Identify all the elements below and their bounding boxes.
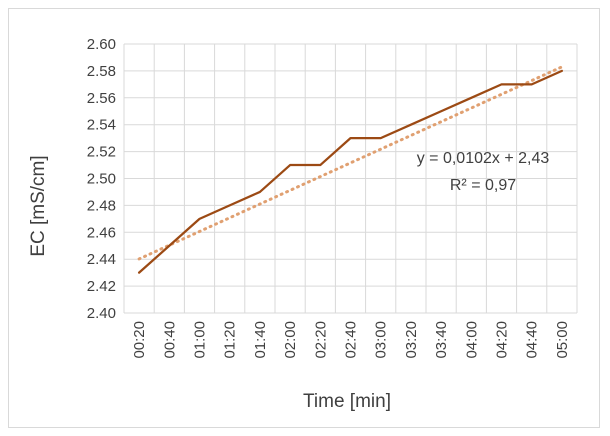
x-tick-label: 01:40 (252, 321, 269, 359)
y-tick-label: 2.56 (87, 90, 116, 107)
x-tick-label: 01:20 (222, 321, 239, 359)
x-tick-label: 02:00 (282, 321, 299, 359)
trendline (137, 65, 564, 261)
x-tick-label: 00:20 (131, 321, 148, 359)
x-tick-label: 01:00 (192, 321, 209, 359)
y-tick-label: 2.46 (87, 224, 116, 241)
y-tick-label: 2.54 (87, 117, 116, 134)
x-axis-title: Time [min] (303, 391, 391, 412)
y-tick-label: 2.48 (87, 197, 116, 214)
trendline-path (137, 65, 564, 261)
chart-frame: 2.40 2.42 2.44 2.46 2.48 2.50 2.52 2.54 2.56 2.58… (8, 8, 600, 428)
y-tick-label: 2.60 (87, 36, 116, 53)
gridlines (123, 43, 578, 314)
x-tick-label: 02:40 (343, 321, 360, 359)
x-tick-label: 03:20 (403, 321, 420, 359)
x-tick-label: 04:00 (463, 321, 480, 359)
x-tick-label: 03:00 (373, 321, 390, 359)
y-tick-label: 2.50 (87, 171, 116, 188)
x-tick-labels: 00:20 00:40 01:00 01:20 01:40 02:00 02:20 02:40… (131, 321, 571, 359)
trendline-r2: R² = 0,97 (450, 177, 516, 194)
line-chart: 2.40 2.42 2.44 2.46 2.48 2.50 2.52 2.54 2.56 2.58… (28, 36, 578, 412)
x-tick-label: 03:40 (433, 321, 450, 359)
series-lines (137, 69, 564, 274)
x-tick-label: 00:40 (161, 321, 178, 359)
y-tick-labels: 2.40 2.42 2.44 2.46 2.48 2.50 2.52 2.54 2.56 2.58… (87, 36, 116, 322)
x-tick-label: 02:20 (312, 321, 329, 359)
y-axis-title: EC [mS/cm] (28, 155, 49, 256)
y-tick-label: 2.52 (87, 144, 116, 161)
y-tick-label: 2.42 (87, 278, 116, 295)
y-tick-label: 2.58 (87, 63, 116, 80)
x-tick-label: 04:40 (524, 321, 541, 359)
x-tick-label: 04:20 (494, 321, 511, 359)
trendline-equation: y = 0,0102x + 2,43 (417, 150, 550, 167)
y-tick-label: 2.44 (87, 251, 116, 268)
y-tick-label: 2.40 (87, 305, 116, 322)
series-line (137, 69, 564, 274)
x-tick-label: 05:00 (554, 321, 571, 359)
